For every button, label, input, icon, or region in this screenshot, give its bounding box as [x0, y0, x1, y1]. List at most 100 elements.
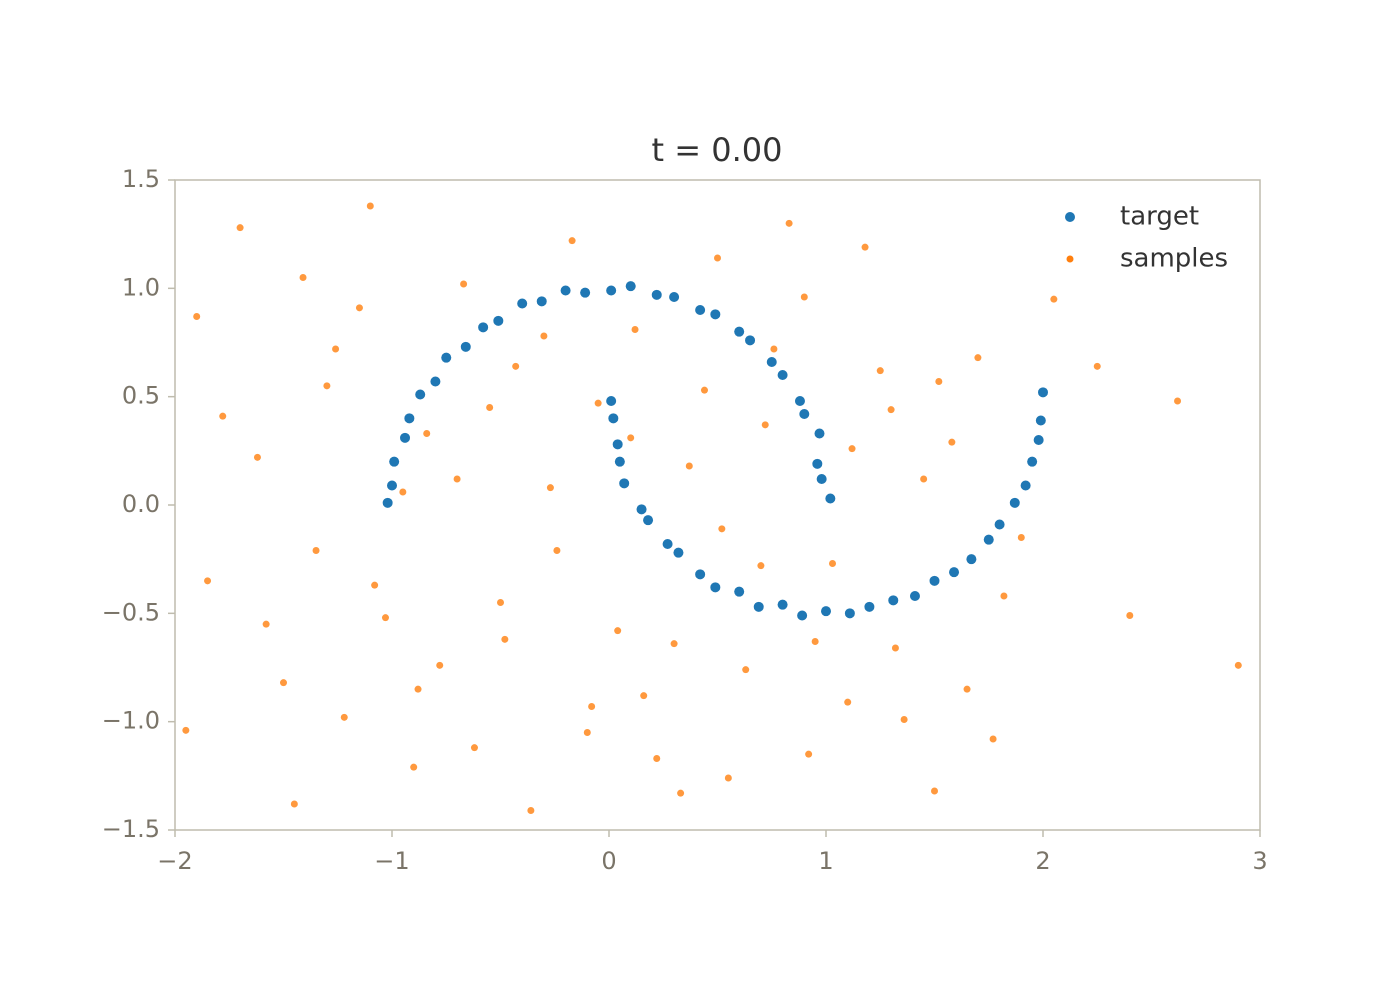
scatter-point	[453, 475, 461, 483]
scatter-point	[606, 285, 617, 296]
x-tick-label: 1	[818, 847, 833, 875]
y-tick-label: −0.5	[102, 598, 160, 626]
scatter-point	[887, 406, 895, 414]
scatter-point	[430, 376, 441, 387]
scatter-point	[486, 404, 494, 411]
x-tick-label: −1	[374, 847, 409, 875]
scatter-point	[497, 599, 504, 606]
chart-title: t = 0.00	[652, 131, 783, 169]
scatter-point	[253, 453, 261, 461]
scatter-point	[236, 224, 244, 232]
scatter-point	[811, 638, 819, 645]
scatter-point	[204, 577, 212, 585]
scatter-point	[608, 413, 619, 424]
scatter-point	[825, 493, 836, 504]
scatter-point	[1038, 387, 1048, 398]
scatter-point	[1000, 592, 1008, 600]
legend-marker	[1065, 212, 1075, 222]
y-tick-label: −1.5	[102, 815, 160, 843]
scatter-point	[864, 601, 875, 612]
scatter-point	[909, 591, 920, 601]
scatter-point	[742, 666, 750, 674]
scatter-point	[1020, 480, 1031, 491]
scatter-point	[290, 800, 298, 808]
scatter-point	[800, 293, 808, 301]
scatter-point	[949, 567, 960, 578]
scatter-point	[323, 382, 331, 390]
y-tick-label: 0.0	[122, 490, 160, 518]
scatter-point	[400, 432, 411, 443]
scatter-point	[612, 439, 623, 450]
scatter-point	[794, 396, 805, 406]
y-tick-label: −1.0	[102, 707, 160, 735]
scatter-point	[948, 438, 956, 446]
scatter-point	[614, 627, 622, 635]
scatter-point	[718, 525, 726, 533]
scatter-point	[695, 305, 706, 315]
scatter-point	[389, 456, 400, 467]
scatter-point	[1033, 435, 1044, 445]
scatter-point	[527, 807, 535, 814]
scatter-point	[560, 285, 571, 296]
scatter-point	[814, 428, 825, 439]
scatter-point	[805, 750, 813, 758]
scatter-point	[312, 547, 320, 554]
scatter-point	[470, 744, 478, 752]
y-tick-label: 1.5	[122, 165, 160, 193]
scatter-point	[777, 599, 788, 610]
legend-label: target	[1120, 202, 1199, 232]
scatter-point	[636, 504, 647, 515]
scatter-point	[785, 219, 793, 227]
scatter-point	[299, 274, 307, 281]
scatter-point	[512, 362, 520, 370]
scatter-point	[436, 661, 444, 669]
scatter-point	[1234, 661, 1242, 669]
scatter-point	[625, 281, 636, 292]
scatter-point	[614, 456, 625, 467]
scatter-point	[1126, 612, 1134, 619]
scatter-point	[812, 458, 823, 469]
scatter-point	[848, 445, 856, 453]
scatter-point	[366, 202, 374, 210]
scatter-point	[695, 569, 706, 580]
scatter-point	[1027, 456, 1038, 467]
scatter-point	[568, 237, 576, 245]
scatter-point	[423, 430, 431, 437]
scatter-point	[583, 729, 591, 736]
scatter-point	[501, 635, 509, 643]
scatter-point	[540, 332, 548, 340]
scatter-point	[844, 698, 852, 706]
scatter-point	[410, 763, 418, 771]
scatter-point	[829, 560, 837, 567]
scatter-point	[415, 389, 426, 400]
scatter-point	[182, 726, 190, 734]
scatter-point	[670, 640, 678, 648]
legend-label: samples	[1120, 244, 1228, 274]
scatter-point	[404, 413, 415, 424]
scatter-point	[631, 326, 639, 333]
scatter-point	[580, 287, 591, 298]
x-tick-label: 3	[1252, 847, 1267, 875]
scatter-point	[700, 386, 708, 394]
scatter-point	[399, 488, 407, 496]
scatter-point	[734, 326, 745, 337]
scatter-point	[460, 341, 471, 352]
scatter-point	[594, 399, 602, 407]
scatter-point	[816, 474, 827, 484]
scatter-point	[371, 581, 379, 589]
plot-frame	[174, 179, 1261, 831]
scatter-point	[340, 713, 348, 721]
scatter-point	[966, 554, 977, 565]
scatter-point	[478, 322, 489, 333]
x-tick-label: 0	[601, 847, 616, 875]
scatter-point	[280, 679, 287, 687]
scatter-point	[651, 289, 662, 300]
scatter-point	[777, 370, 788, 380]
scatter-point	[745, 335, 756, 346]
scatter-point	[1174, 397, 1182, 405]
scatter-point	[920, 475, 928, 483]
scatter-point	[1050, 295, 1058, 303]
scatter-point	[974, 354, 982, 362]
scatter-point	[963, 685, 971, 693]
